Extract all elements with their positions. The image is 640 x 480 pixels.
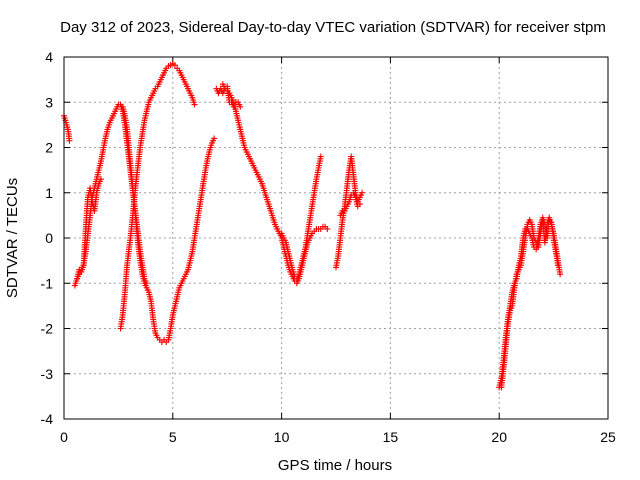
data-point-trace-k	[554, 262, 561, 269]
y-tick-label: -2	[41, 321, 54, 337]
plot-frame	[63, 56, 609, 420]
data-point-trace-f	[237, 103, 244, 110]
y-tick-label: 3	[45, 94, 53, 110]
data-point-trace-c	[191, 101, 198, 108]
y-tick-label: 0	[45, 230, 53, 246]
grid-layer	[64, 57, 608, 419]
y-tick-label: 4	[45, 49, 53, 65]
x-tick-label: 0	[60, 429, 68, 445]
data-point-trace-d	[211, 135, 218, 142]
x-tick-label: 15	[383, 429, 399, 445]
y-tick-label: -1	[41, 275, 54, 291]
x-tick-label: 5	[169, 429, 177, 445]
chart-title: Day 312 of 2023, Sidereal Day-to-day VTE…	[60, 19, 606, 36]
data-point-trace-h	[359, 189, 366, 196]
x-axis-label: GPS time / hours	[278, 457, 392, 474]
tick-layer: 0 5 10 15 20 25 -4 -3 -2 -1 0 1 2 3 4	[41, 49, 616, 445]
y-axis-label: SDTVAR / TECUs	[4, 178, 21, 298]
y-tick-label: -3	[41, 366, 54, 382]
data-point-trace-b	[97, 176, 104, 183]
data-point-trace-i	[356, 201, 363, 208]
y-tick-label: 1	[45, 185, 53, 201]
y-tick-label: -4	[41, 411, 54, 427]
y-tick-label: 2	[45, 140, 53, 156]
data-point-trace-j	[557, 271, 564, 278]
marks-layer	[61, 60, 564, 391]
x-tick-label: 25	[600, 429, 616, 445]
x-tick-label: 20	[491, 429, 507, 445]
data-point-trace-g	[317, 153, 324, 160]
x-tick-label: 10	[274, 429, 290, 445]
data-point-trace-c	[171, 62, 178, 69]
data-point-trace-early-descending	[66, 137, 73, 144]
data-point-trace-e	[324, 225, 331, 232]
